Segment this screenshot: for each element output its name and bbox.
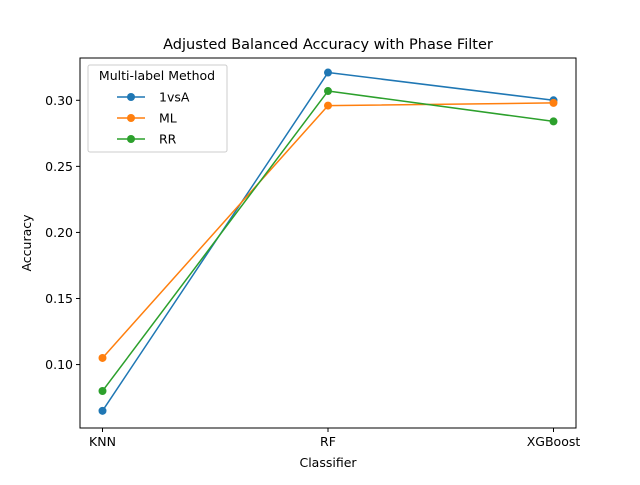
- x-axis-label: Classifier: [299, 455, 357, 470]
- y-tick-label: 0.20: [45, 225, 73, 240]
- data-point-rr: [324, 87, 332, 96]
- legend-items: 1vsA ML RR: [117, 90, 190, 147]
- legend: Multi-label Method 1vsA ML RR: [87, 64, 228, 153]
- legend-marker-rr: [127, 135, 135, 143]
- legend-marker-1vsa: [127, 93, 135, 101]
- data-point-rr: [98, 387, 107, 395]
- y-tick-label: 0.30: [45, 93, 73, 108]
- x-axis: KNN RF XGBoost: [89, 428, 580, 449]
- y-tick-label: 0.15: [45, 291, 73, 306]
- y-axis-label: Accuracy: [19, 214, 34, 272]
- data-point-rr: [549, 117, 558, 126]
- y-axis: 0.10 0.15 0.20 0.25 0.30: [45, 93, 80, 372]
- data-point-1vsa: [98, 406, 107, 415]
- chart-title: Adjusted Balanced Accuracy with Phase Fi…: [163, 37, 493, 53]
- x-tick-label: XGBoost: [527, 434, 581, 449]
- legend-marker-ml: [127, 114, 135, 122]
- legend-label-ml: ML: [159, 111, 177, 126]
- legend-title: Multi-label Method: [99, 68, 215, 83]
- legend-label-rr: RR: [159, 132, 177, 147]
- x-tick-label: RF: [320, 434, 336, 449]
- data-point-1vsa: [324, 68, 332, 77]
- y-tick-label: 0.10: [45, 357, 73, 372]
- legend-frame: [87, 64, 228, 153]
- x-tick-label: KNN: [89, 434, 116, 449]
- data-point-ml: [324, 101, 332, 110]
- plot-area: [98, 68, 558, 415]
- legend-label-1vsa: 1vsA: [159, 90, 190, 105]
- y-tick-label: 0.25: [45, 159, 73, 174]
- data-point-ml: [549, 98, 558, 107]
- data-point-ml: [98, 353, 107, 362]
